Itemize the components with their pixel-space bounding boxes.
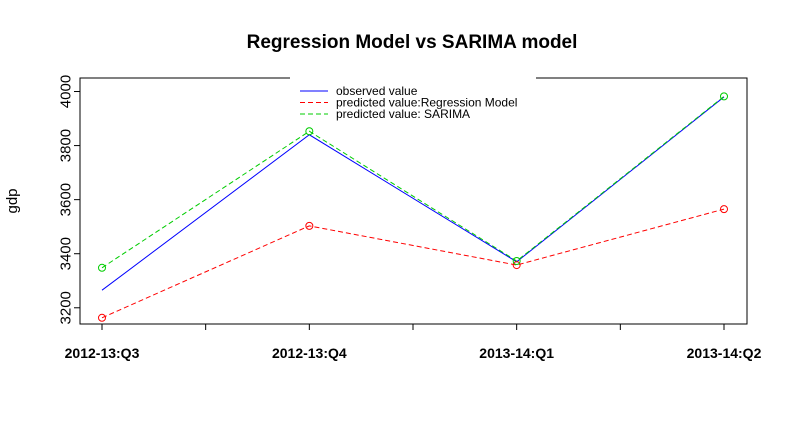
legend-box bbox=[290, 72, 536, 124]
series-point bbox=[98, 313, 106, 322]
y-tick-label: 3600 bbox=[58, 183, 75, 216]
series-point bbox=[512, 257, 521, 266]
x-axis: 2012-13:Q3 2012-13:Q4 2013-14:Q1 2013-14:Q2 bbox=[65, 324, 762, 361]
series-point bbox=[720, 92, 728, 101]
y-tick-label: 3800 bbox=[58, 129, 75, 162]
y-tick-label: 3400 bbox=[58, 237, 75, 270]
series-point bbox=[305, 221, 314, 230]
legend-label: observed value bbox=[336, 84, 418, 98]
series-line bbox=[101, 96, 725, 291]
series-line bbox=[101, 208, 725, 319]
y-axis: 3200 3400 3600 3800 4000 bbox=[58, 75, 80, 324]
series-layer bbox=[98, 92, 728, 322]
chart-title: Regression Model vs SARIMA model bbox=[247, 32, 578, 53]
legend-label: predicted value:Regression Model bbox=[336, 96, 517, 110]
series-point bbox=[720, 205, 728, 214]
series-point bbox=[305, 127, 314, 136]
x-tick-label: 2013-14:Q2 bbox=[687, 345, 762, 361]
x-tick-label: 2012-13:Q3 bbox=[65, 345, 140, 361]
y-axis-label: gdp bbox=[4, 188, 21, 213]
y-tick-label: 4000 bbox=[58, 75, 75, 108]
series-point bbox=[98, 263, 106, 272]
x-tick-label: 2013-14:Q1 bbox=[479, 345, 554, 361]
legend-label: predicted value: SARIMA bbox=[336, 107, 470, 121]
y-tick-label: 3200 bbox=[58, 291, 75, 324]
x-tick-label: 2012-13:Q4 bbox=[272, 345, 347, 361]
series-line bbox=[101, 95, 725, 269]
